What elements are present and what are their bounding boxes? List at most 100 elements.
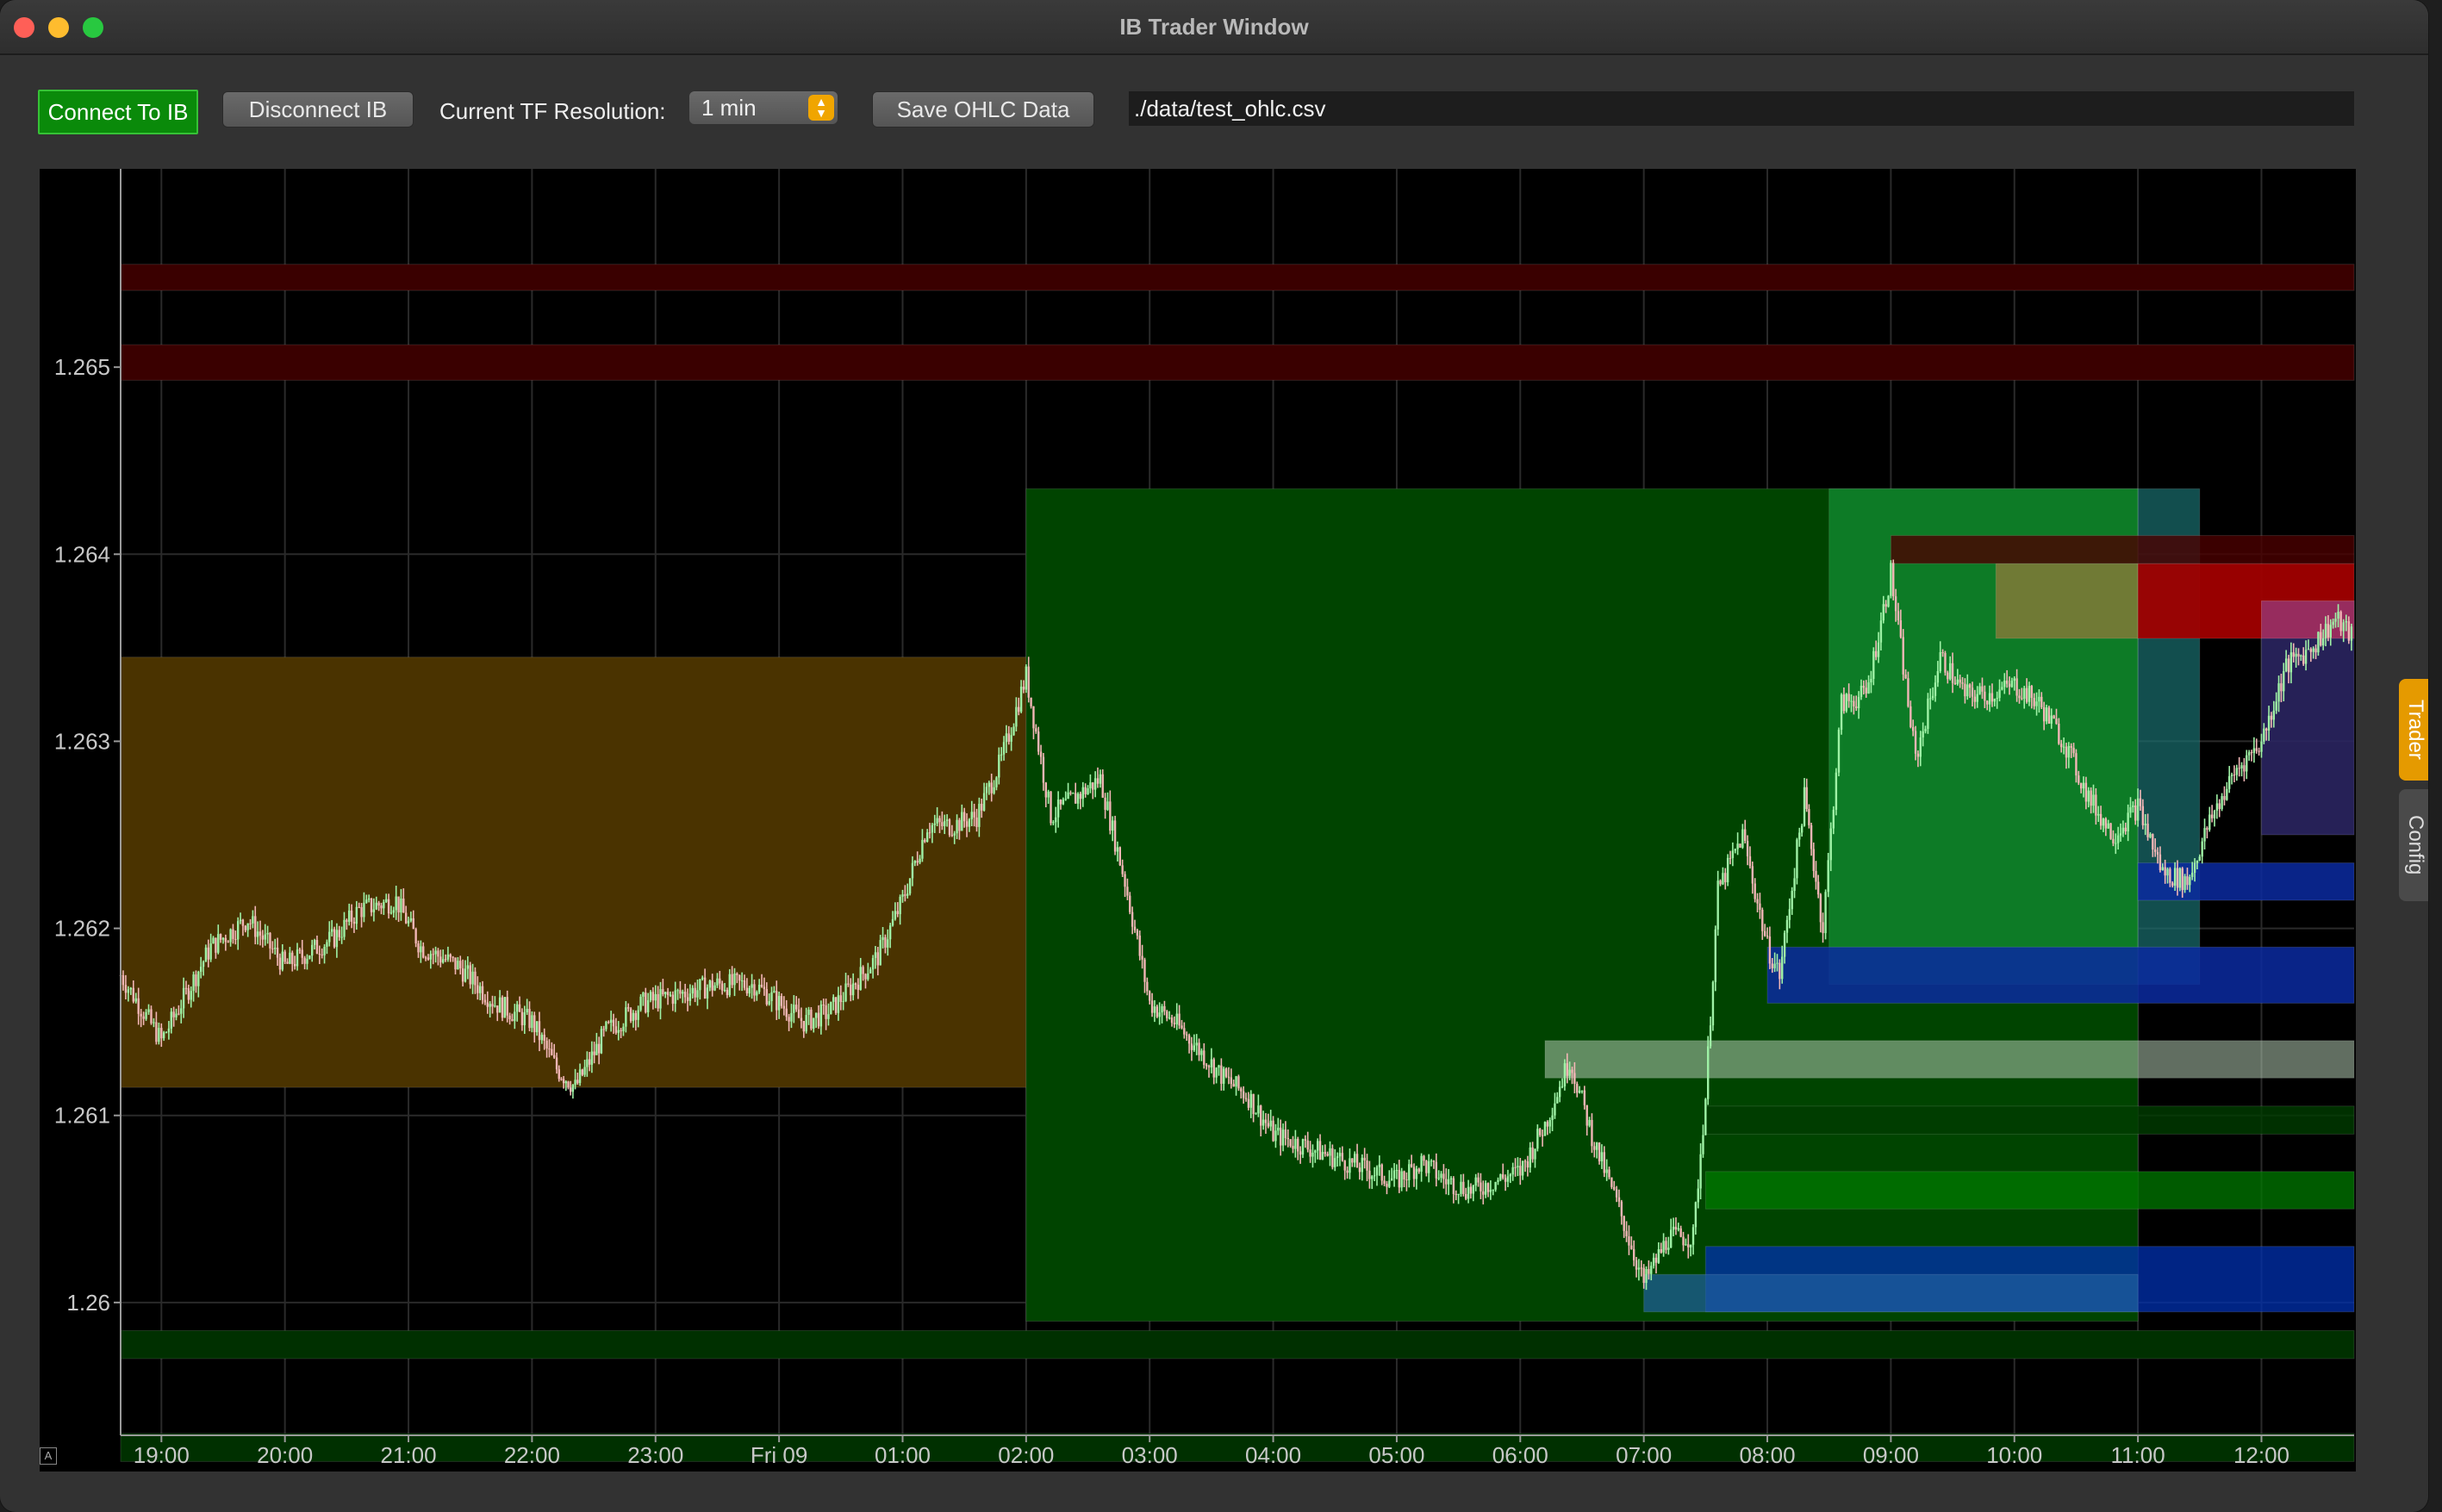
candle-body [1939,652,1941,671]
candle-body [1215,1067,1218,1078]
candle-body [859,967,862,990]
candle-body [1027,666,1030,698]
candle-body [583,1067,586,1075]
candle-body [1460,1181,1462,1194]
candle-body [2235,768,2239,775]
candle-body [723,990,726,992]
candle-body [1124,874,1126,887]
candle-body [1499,1174,1502,1180]
candle-body [1205,1064,1208,1067]
candle-body [124,985,128,993]
candle-body [696,990,699,998]
candle-body [2099,813,2102,826]
candle-body [819,1005,823,1027]
candle-body [1200,1050,1203,1055]
candle-body [612,1019,615,1027]
candle-body [2317,632,2320,653]
candle-body [352,921,356,924]
candle-body [1161,1005,1163,1013]
tab-trader[interactable]: Trader [2399,679,2428,781]
candle-body [377,902,380,906]
candle-body [333,929,336,948]
candle-body [1195,1042,1198,1046]
candle-body [1709,1025,1712,1047]
candle-body [2129,806,2132,813]
candle-body [851,983,855,996]
minimize-window-button[interactable] [48,17,69,38]
candle-body [1536,1129,1539,1149]
candle-body [607,1022,610,1024]
candle-body [2334,619,2337,622]
candle-body [338,930,340,937]
save-ohlc-button[interactable]: Save OHLC Data [872,91,1094,128]
candle-body [620,1030,622,1031]
candle-body [221,937,225,940]
candle-body [703,977,707,999]
x-tick-label: 12:00 [2233,1442,2289,1468]
candle-body [733,973,736,986]
zoom-window-button[interactable] [83,17,103,38]
candle-body [2176,868,2179,888]
candle-body [1392,1170,1396,1179]
candle-body [924,839,926,843]
candle-body [919,858,921,863]
candle-body [2075,753,2078,776]
candle-body [1563,1063,1567,1086]
candle-body [740,980,744,982]
candle-body [683,992,687,998]
candle-body [1121,865,1124,874]
candle-body [2116,835,2120,843]
candle-body [548,1048,551,1050]
candle-body [925,832,929,843]
candle-body [1101,774,1104,798]
candle-body [2047,707,2051,724]
candle-body [639,996,642,1011]
candle-body [1815,870,1817,882]
candle-body [713,985,716,991]
candle-body [736,973,738,975]
candle-body [266,932,269,935]
file-path-field[interactable]: ./data/test_ohlc.csv [1129,91,2354,126]
candle-body [901,894,904,897]
candle-body [1267,1123,1270,1127]
candle-body [1294,1138,1297,1149]
disconnect-ib-button[interactable]: Disconnect IB [222,91,414,128]
chart-canvas[interactable]: 1.265 1.264 1.263 1.262 1.261 1.26 19:00 20:00 2… [40,169,2356,1472]
connect-ib-button[interactable]: Connect To IB [38,90,198,134]
candle-body [1403,1171,1405,1180]
close-window-button[interactable] [14,17,34,38]
candle-body [1652,1257,1655,1266]
candle-body [642,992,645,997]
candle-body [2021,698,2023,700]
candle-body [454,957,457,970]
candle-body [1371,1176,1374,1179]
candle-body [1632,1248,1635,1260]
candle-body [2314,648,2317,653]
y-tick-label: 1.263 [54,728,110,754]
candle-body [2337,612,2339,619]
price-chart[interactable]: 1.265 1.264 1.263 1.262 1.261 1.26 19:00 20:00 2… [40,169,2356,1472]
candle-body [2153,849,2157,852]
candle-body [782,1005,786,1009]
candle-body [1573,1073,1576,1085]
candle-body [1694,1202,1698,1228]
candle-body [906,893,909,896]
candle-body [1600,1152,1604,1161]
candle-body [1324,1152,1326,1154]
candle-body [501,997,504,1018]
candle-body [1106,801,1109,810]
x-tick-label: 02:00 [998,1442,1054,1468]
candle-body [1642,1267,1645,1284]
candle-body [857,984,860,990]
candle-body [1141,955,1143,960]
candle-body [2173,868,2177,887]
tf-resolution-select[interactable]: 1 min ▲ ▼ [689,91,838,124]
candle-body [276,947,279,958]
candle-body [871,957,875,970]
auto-range-button[interactable]: A [40,1447,57,1465]
candle-body [995,777,998,787]
tab-config[interactable]: Config [2399,789,2428,901]
candle-body [1301,1139,1305,1155]
candle-body [2097,813,2100,816]
candle-body [252,916,254,924]
